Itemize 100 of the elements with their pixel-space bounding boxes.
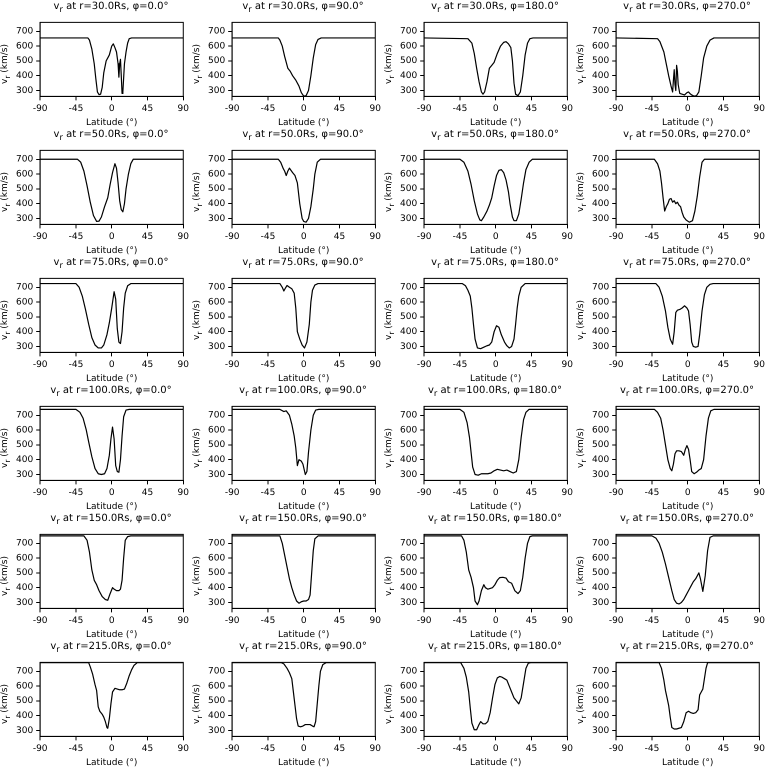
x-tick-label: -45 [68, 488, 84, 498]
y-tick-label: 700 [16, 282, 34, 293]
x-axis-title: Latitude (°) [662, 118, 714, 128]
y-tick-label: 600 [400, 425, 418, 436]
y-tick-label: 500 [208, 568, 226, 578]
x-tick-label: 0 [492, 104, 499, 114]
y-tick-label: 500 [208, 696, 226, 706]
x-tick-label: -90 [224, 104, 240, 114]
chart-title: v$_{r}$ at r=100.0Rs, φ=180.0° [426, 384, 563, 398]
x-axis-title: Latitude (°) [470, 758, 522, 768]
chart-title: v$_{r}$ at r=75.0Rs, φ=270.0° [622, 256, 752, 270]
x-tick-label: 0 [492, 488, 499, 498]
x-axis-title: Latitude (°) [86, 374, 138, 384]
x-tick-label: 0 [300, 360, 307, 370]
y-tick-label: 400 [592, 327, 610, 338]
x-tick-label: 90 [754, 488, 766, 498]
chart-title: v$_{r}$ at r=50.0Rs, φ=0.0° [52, 128, 170, 142]
y-tick-label: 500 [592, 184, 610, 194]
x-tick-label: -45 [452, 488, 468, 498]
x-tick-label: 45 [526, 104, 538, 114]
x-axis-title: Latitude (°) [470, 118, 522, 128]
y-tick-label: 400 [16, 327, 34, 338]
y-tick-label: 300 [16, 598, 34, 608]
y-tick-label: 500 [208, 184, 226, 194]
chart-title: v$_{r}$ at r=30.0Rs, φ=180.0° [430, 0, 560, 14]
y-tick-label: 700 [592, 154, 610, 165]
x-tick-label: -90 [224, 616, 240, 626]
y-tick-label: 600 [16, 169, 34, 180]
x-tick-label: 90 [754, 232, 766, 242]
x-tick-label: 0 [300, 616, 307, 626]
y-tick-label: 700 [592, 666, 610, 677]
x-tick-label: 45 [334, 232, 346, 242]
x-tick-label: -45 [644, 360, 660, 370]
x-axis-title: Latitude (°) [278, 374, 330, 384]
y-tick-label: 700 [208, 282, 226, 293]
x-tick-label: -45 [644, 488, 660, 498]
y-tick-label: 700 [16, 666, 34, 677]
x-tick-label: 0 [684, 488, 691, 498]
y-tick-label: 600 [400, 169, 418, 180]
y-tick-label: 700 [16, 538, 34, 549]
y-tick-label: 300 [592, 470, 610, 480]
y-tick-label: 400 [592, 199, 610, 210]
y-tick-label: 500 [208, 440, 226, 450]
y-tick-label: 700 [208, 26, 226, 37]
x-axis-title: Latitude (°) [278, 118, 330, 128]
chart-title: v$_{r}$ at r=215.0Rs, φ=0.0° [49, 640, 173, 654]
x-tick-label: -90 [416, 616, 432, 626]
y-tick-label: 400 [16, 583, 34, 594]
y-tick-label: 300 [400, 598, 418, 608]
x-tick-label: 45 [526, 360, 538, 370]
chart-title: v$_{r}$ at r=215.0Rs, φ=180.0° [426, 640, 563, 654]
y-tick-label: 400 [400, 583, 418, 594]
x-axis-title: Latitude (°) [662, 630, 714, 640]
x-axis-title: Latitude (°) [278, 502, 330, 512]
x-tick-label: 90 [370, 232, 382, 242]
y-tick-label: 600 [592, 169, 610, 180]
x-tick-label: -90 [32, 744, 48, 754]
y-tick-label: 600 [400, 41, 418, 52]
x-tick-label: 0 [492, 744, 499, 754]
y-tick-label: 400 [208, 327, 226, 338]
y-tick-label: 600 [592, 41, 610, 52]
x-tick-label: -45 [68, 360, 84, 370]
y-tick-label: 600 [16, 681, 34, 692]
y-tick-label: 700 [592, 538, 610, 549]
x-axis-title: Latitude (°) [86, 502, 138, 512]
y-tick-label: 500 [400, 696, 418, 706]
y-tick-label: 600 [400, 553, 418, 564]
x-tick-label: -45 [260, 360, 276, 370]
x-tick-label: -90 [608, 616, 624, 626]
x-tick-label: 90 [370, 488, 382, 498]
x-tick-label: -90 [224, 488, 240, 498]
y-tick-label: 400 [400, 711, 418, 722]
y-tick-label: 700 [592, 282, 610, 293]
y-tick-label: 300 [16, 214, 34, 224]
x-tick-label: 45 [334, 616, 346, 626]
y-tick-label: 400 [592, 711, 610, 722]
chart-title: v$_{r}$ at r=100.0Rs, φ=270.0° [618, 384, 755, 398]
x-tick-label: 90 [178, 744, 190, 754]
y-tick-label: 300 [400, 470, 418, 480]
x-tick-label: -45 [68, 232, 84, 242]
y-tick-label: 300 [592, 598, 610, 608]
y-tick-label: 500 [400, 312, 418, 322]
x-tick-label: 45 [718, 616, 730, 626]
x-tick-label: 0 [492, 360, 499, 370]
x-axis-title: Latitude (°) [278, 630, 330, 640]
x-tick-label: -90 [416, 488, 432, 498]
y-tick-label: 400 [16, 71, 34, 82]
y-tick-label: 500 [208, 312, 226, 322]
x-axis-title: Latitude (°) [86, 246, 138, 256]
y-tick-label: 700 [16, 26, 34, 37]
y-tick-label: 700 [400, 538, 418, 549]
x-tick-label: 45 [142, 104, 154, 114]
x-tick-label: -45 [68, 744, 84, 754]
y-tick-label: 700 [400, 282, 418, 293]
x-tick-label: 0 [492, 616, 499, 626]
y-tick-label: 300 [400, 726, 418, 736]
x-tick-label: -45 [260, 232, 276, 242]
x-tick-label: 0 [684, 232, 691, 242]
chart-title: v$_{r}$ at r=75.0Rs, φ=90.0° [241, 256, 365, 270]
x-tick-label: 45 [526, 232, 538, 242]
